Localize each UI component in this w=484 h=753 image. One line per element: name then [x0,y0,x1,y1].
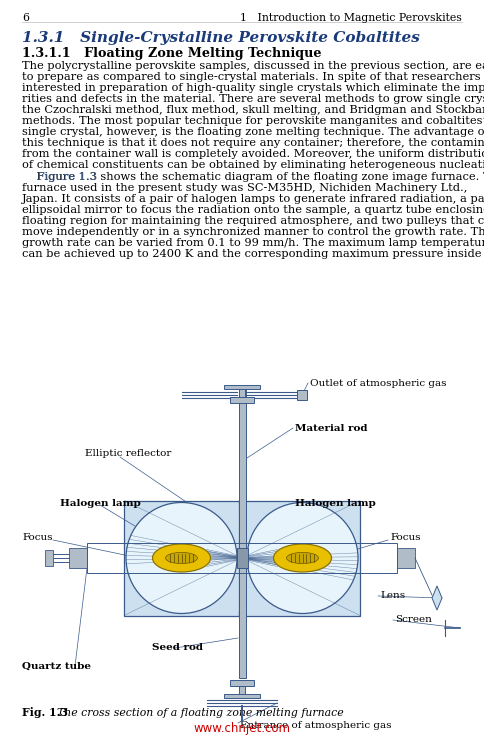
Text: the Czochralski method, flux method, skull melting, and Bridgman and Stockbarger: the Czochralski method, flux method, sku… [22,105,484,115]
Text: 1.3.1.1   Floating Zone Melting Technique: 1.3.1.1 Floating Zone Melting Technique [22,47,321,60]
Text: 6: 6 [22,13,29,23]
Bar [239,568,245,678]
Text: Screen: Screen [395,615,432,624]
Bar [397,548,415,568]
Bar [297,390,307,400]
Ellipse shape [287,553,318,563]
Bar [69,548,87,568]
Text: Seed rod: Seed rod [152,644,203,653]
Text: growth rate can be varied from 0.1 to 99 mm/h. The maximum lamp temperature: growth rate can be varied from 0.1 to 99… [22,238,484,248]
Text: Quartz tube: Quartz tube [22,661,91,670]
Text: Material rod: Material rod [295,423,367,432]
Circle shape [126,502,237,614]
Text: Elliptic reflector: Elliptic reflector [85,449,171,458]
Text: single crystal, however, is the floating zone melting technique. The advantage o: single crystal, however, is the floating… [22,127,484,137]
Text: methods. The most popular technique for perovskite manganites and cobaltites’: methods. The most popular technique for … [22,116,484,126]
Bar [87,543,397,573]
Ellipse shape [273,544,332,572]
FancyBboxPatch shape [124,501,239,615]
Text: Focus: Focus [22,533,52,542]
Bar [239,388,245,548]
Bar [224,694,260,698]
Text: Figure 1.3: Figure 1.3 [37,172,97,182]
Text: furnace used in the present study was SC-M35HD, Nichiden Machinery Ltd.,: furnace used in the present study was SC… [22,183,468,193]
Text: 1.3.1   Single-Crystalline Perovskite Cobaltites: 1.3.1 Single-Crystalline Perovskite Coba… [22,31,420,45]
Text: can be achieved up to 2400 K and the corresponding maximum pressure inside the: can be achieved up to 2400 K and the cor… [22,249,484,259]
Text: The polycrystalline perovskite samples, discussed in the previous section, are e: The polycrystalline perovskite samples, … [22,61,484,71]
Text: Figure 1.3 shows the schematic diagram of the floating zone image furnace. The: Figure 1.3 shows the schematic diagram o… [22,172,484,182]
Text: rities and defects in the material. There are several methods to grow single cry: rities and defects in the material. Ther… [22,94,484,104]
Text: Fig. 1.3: Fig. 1.3 [22,707,68,718]
Text: from the container wall is completely avoided. Moreover, the uniform distributio: from the container wall is completely av… [22,149,484,159]
Polygon shape [432,586,442,610]
Text: of chemical constituents can be obtained by eliminating heterogeneous nucleation: of chemical constituents can be obtained… [22,160,484,170]
Text: Focus: Focus [390,533,421,542]
Text: ellipsoidal mirror to focus the radiation onto the sample, a quartz tube enclosi: ellipsoidal mirror to focus the radiatio… [22,205,484,215]
Circle shape [247,502,358,614]
Text: interested in preparation of high-quality single crystals which eliminate the im: interested in preparation of high-qualit… [22,83,484,93]
Bar [224,385,260,389]
Text: Lens: Lens [380,592,405,600]
Text: Outlet of atmospheric gas: Outlet of atmospheric gas [310,379,447,388]
Text: The cross section of a floating zone melting furnace: The cross section of a floating zone mel… [50,708,344,718]
Text: Halogen lamp: Halogen lamp [60,498,141,508]
FancyBboxPatch shape [245,501,360,615]
Bar [239,686,245,694]
Text: floating region for maintaining the required atmosphere, and two pulleys that ca: floating region for maintaining the requ… [22,216,484,226]
Text: this technique is that it does not require any container; therefore, the contami: this technique is that it does not requi… [22,138,484,148]
Bar [237,548,247,568]
Text: Japan. It consists of a pair of halogen lamps to generate infrared radiation, a : Japan. It consists of a pair of halogen … [22,194,484,204]
Text: Entrance of atmospheric gas: Entrance of atmospheric gas [240,721,392,730]
Text: 1   Introduction to Magnetic Perovskites: 1 Introduction to Magnetic Perovskites [240,13,462,23]
Bar [239,389,245,397]
Text: www.chnjet.com: www.chnjet.com [194,722,290,735]
Bar [230,680,254,686]
Bar [230,397,254,403]
Ellipse shape [166,553,197,563]
Text: move independently or in a synchronized manner to control the growth rate. The: move independently or in a synchronized … [22,227,484,237]
Text: Halogen lamp: Halogen lamp [295,498,376,508]
Ellipse shape [152,544,211,572]
Bar [45,550,53,566]
Text: to prepare as compared to single-crystal materials. In spite of that researchers: to prepare as compared to single-crystal… [22,72,484,82]
